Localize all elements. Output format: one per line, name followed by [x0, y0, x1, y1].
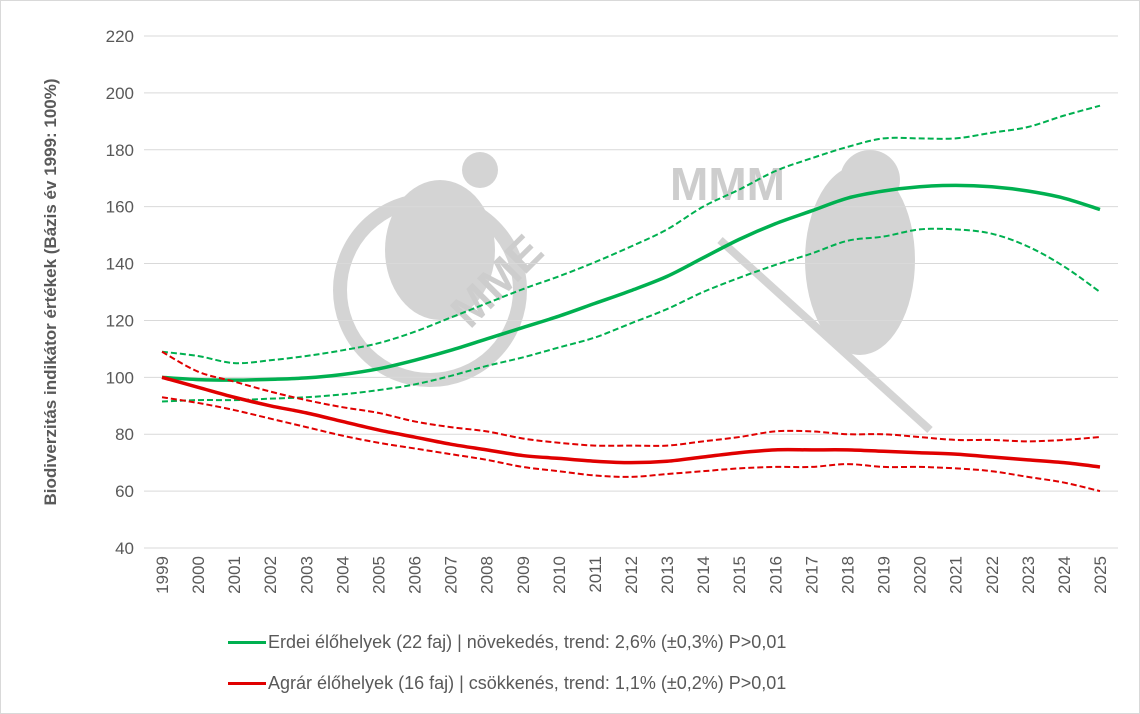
x-tick-label: 2020 [911, 556, 930, 594]
agrar-trend-line [161, 375, 1101, 469]
mmm-bird-logo: MMM [670, 150, 933, 433]
legend-swatch-red [228, 682, 266, 685]
x-tick-label: 2014 [694, 556, 713, 594]
x-tick-label: 2018 [838, 556, 857, 594]
y-axis-ticks: 40 60 80 100 120 140 160 180 200 220 [106, 27, 134, 558]
x-tick-label: 2004 [333, 556, 352, 594]
erdei-lower-bound-line [161, 227, 1101, 403]
legend-item-erdei: Erdei élőhelyek (22 faj) | növekedés, tr… [228, 632, 786, 653]
y-tick-label: 100 [106, 368, 134, 387]
legend-label: Erdei élőhelyek (22 faj) | növekedés, tr… [268, 632, 787, 652]
x-tick-label: 2009 [514, 556, 533, 594]
agrar-lower-bound-line [161, 396, 1101, 493]
x-tick-label: 2005 [369, 556, 388, 594]
mmm-logo-text: MMM [670, 158, 785, 210]
x-tick-label: 2019 [875, 556, 894, 594]
legend-label: Agrár élőhelyek (16 faj) | csökkenés, tr… [268, 673, 787, 693]
x-tick-label: 2007 [442, 556, 461, 594]
x-tick-label: 2011 [586, 556, 605, 593]
erdei-upper-bound-line [161, 104, 1101, 365]
y-tick-label: 220 [106, 27, 134, 46]
x-tick-label: 2001 [225, 556, 244, 594]
y-tick-label: 140 [106, 255, 134, 274]
x-tick-label: 2024 [1055, 556, 1074, 594]
y-tick-label: 80 [115, 425, 134, 444]
x-tick-label: 2023 [1019, 556, 1038, 594]
x-tick-label: 2025 [1091, 556, 1110, 594]
x-tick-label: 1999 [153, 556, 172, 594]
x-tick-label: 2021 [947, 556, 966, 594]
legend-item-agrar: Agrár élőhelyek (16 faj) | csökkenés, tr… [228, 673, 786, 694]
gridlines [144, 35, 1118, 549]
x-tick-label: 2008 [478, 556, 497, 594]
x-tick-label: 2010 [550, 556, 569, 594]
x-tick-label: 2000 [189, 556, 208, 594]
agrar-upper-bound-line [161, 350, 1101, 447]
y-tick-label: 180 [106, 141, 134, 160]
x-tick-label: 2006 [406, 556, 425, 594]
legend-swatch-green [228, 641, 266, 644]
y-tick-label: 160 [106, 198, 134, 217]
x-tick-label: 2016 [766, 556, 785, 594]
y-tick-label: 200 [106, 84, 134, 103]
x-tick-label: 2003 [297, 556, 316, 594]
x-tick-label: 2013 [658, 556, 677, 594]
erdei-trend-line [161, 183, 1101, 382]
y-axis-label: Biodiverzitás indikátor értékek (Bázis é… [41, 78, 60, 505]
y-tick-label: 40 [115, 539, 134, 558]
x-tick-label: 2012 [622, 556, 641, 594]
watermark-logos: MME MMM [333, 150, 933, 433]
series-lines [161, 104, 1101, 493]
x-axis-ticks: 1999 2000 2001 2002 2003 2004 2005 2006 2007 2008… [153, 556, 1110, 594]
mme-bird-logo: MME [333, 152, 553, 387]
y-tick-label: 120 [106, 311, 134, 330]
x-tick-label: 2022 [983, 556, 1002, 594]
x-tick-label: 2002 [261, 556, 280, 594]
x-tick-label: 2017 [802, 556, 821, 594]
y-tick-label: 60 [115, 482, 134, 501]
x-tick-label: 2015 [730, 556, 749, 594]
